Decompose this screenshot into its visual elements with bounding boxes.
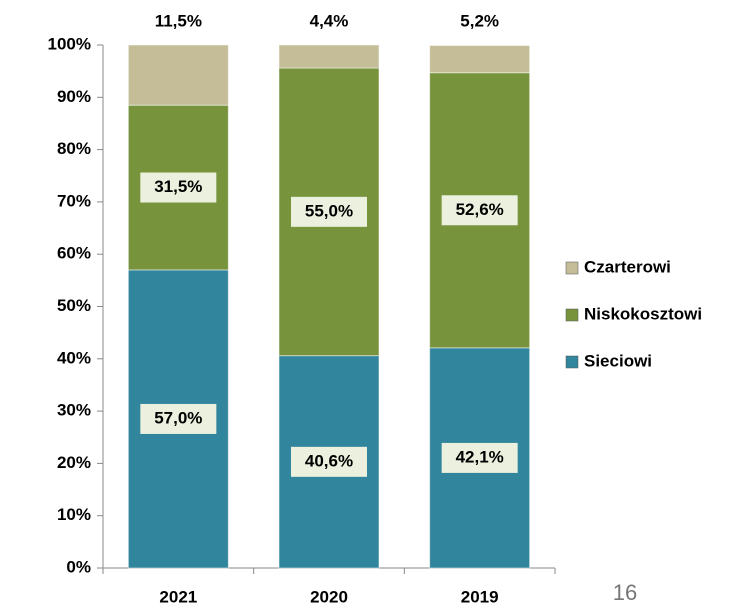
legend-label: Czarterowi — [584, 257, 671, 276]
value-label: 11,5% — [155, 11, 202, 30]
value-label: 57,0% — [154, 408, 202, 427]
value-label: 55,0% — [305, 201, 353, 220]
value-label: 5,2% — [460, 11, 499, 30]
label-box — [140, 403, 217, 434]
label-box — [291, 196, 367, 227]
legend-label: Niskokosztowi — [584, 304, 702, 323]
page-number: 16 — [613, 580, 637, 605]
y-tick-label: 100% — [48, 34, 91, 53]
value-label: 42,1% — [456, 447, 504, 466]
value-label: 40,6% — [305, 451, 353, 470]
bar-segment — [127, 44, 229, 106]
y-tick-label: 30% — [57, 401, 91, 420]
label-box — [291, 446, 367, 477]
label-box — [441, 195, 518, 226]
value-label: 4,4% — [310, 11, 349, 30]
y-tick-label: 60% — [57, 244, 91, 263]
y-tick-label: 50% — [57, 296, 91, 315]
label-box — [441, 442, 518, 473]
y-tick-label: 0% — [66, 557, 91, 576]
y-tick-label: 40% — [57, 348, 91, 367]
value-label: 31,5% — [154, 177, 202, 196]
bar-segment — [429, 45, 531, 74]
x-tick-label: 2019 — [461, 587, 499, 606]
x-tick-label: 2021 — [159, 587, 197, 606]
y-tick-label: 80% — [57, 139, 91, 158]
x-tick-label: 2020 — [310, 587, 348, 606]
bar-segment — [278, 44, 380, 69]
y-tick-label: 90% — [57, 87, 91, 106]
label-box — [140, 172, 217, 203]
legend-label: Sieciowi — [584, 351, 652, 370]
legend-swatch — [565, 261, 579, 275]
value-label: 52,6% — [456, 200, 504, 219]
y-tick-label: 10% — [57, 505, 91, 524]
legend-swatch — [565, 355, 579, 369]
y-tick-label: 70% — [57, 191, 91, 210]
y-tick-label: 20% — [57, 453, 91, 472]
legend-swatch — [565, 308, 579, 322]
